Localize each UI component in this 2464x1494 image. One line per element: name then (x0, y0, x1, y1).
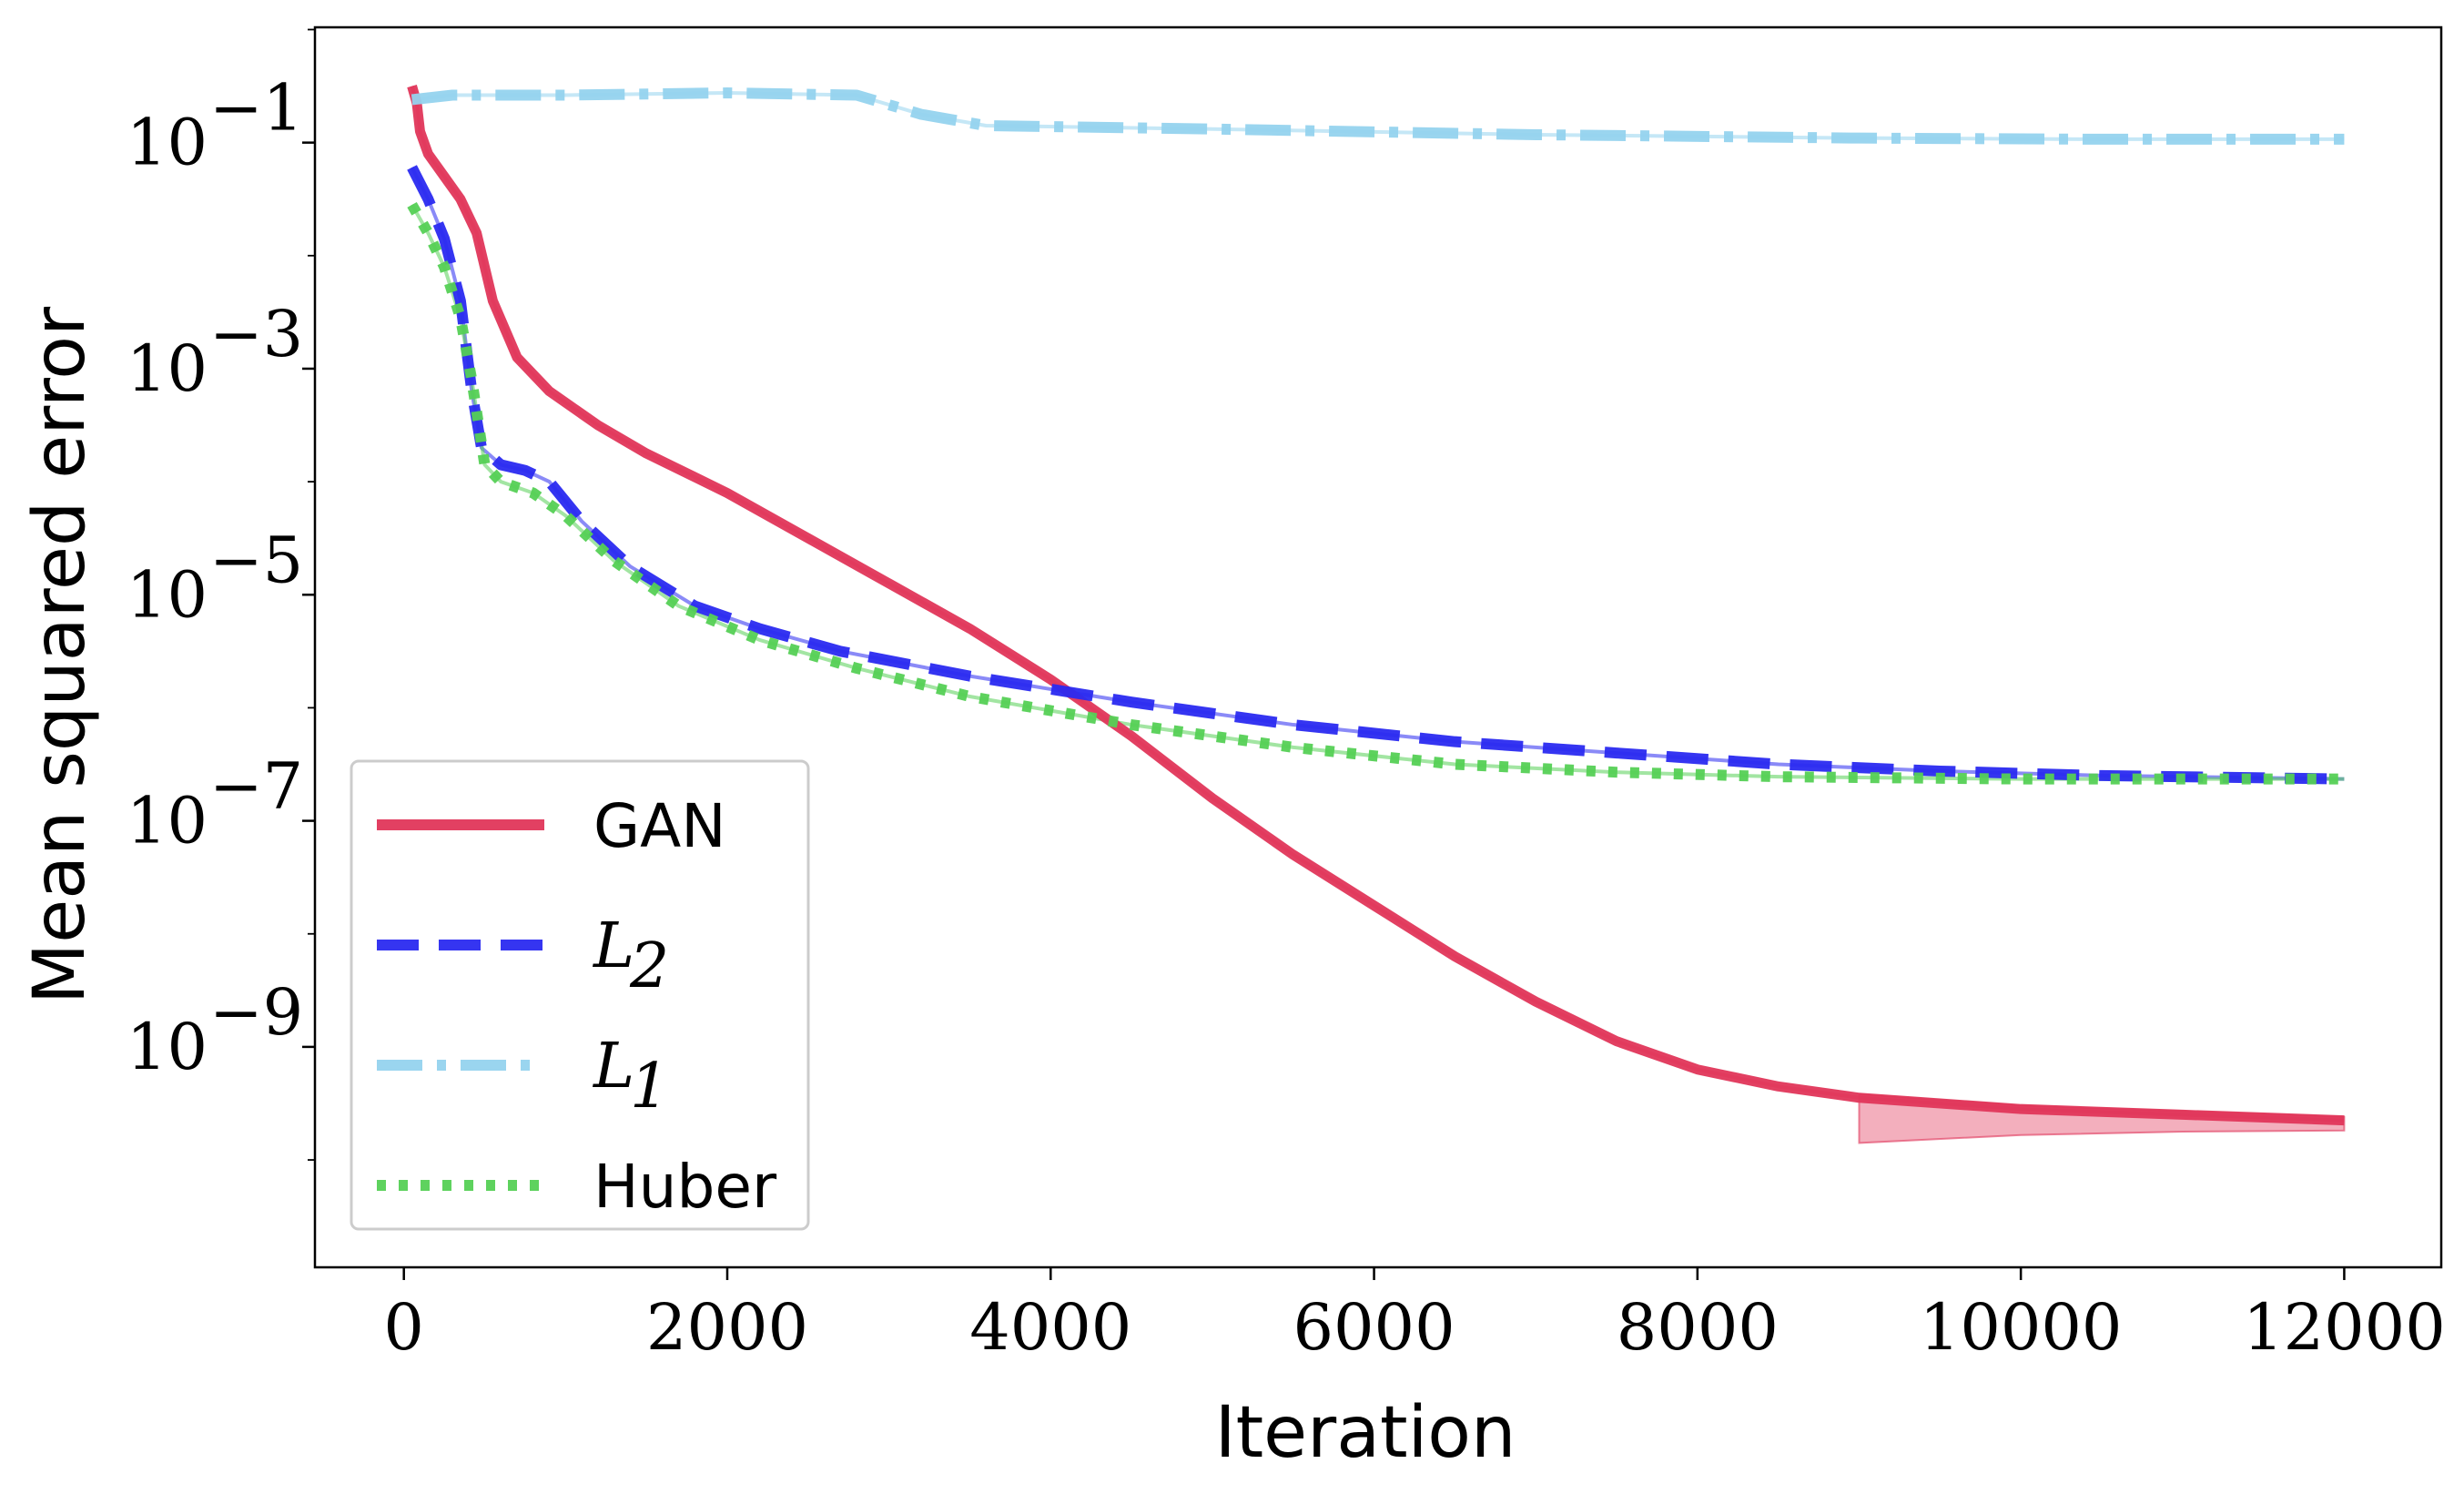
legend-label-l1: L (592, 1031, 634, 1103)
y-tick-label-1: 10 (127, 106, 208, 180)
legend-subscript-l2: 2 (629, 930, 669, 1002)
y-tick-label-7: 10 (127, 784, 208, 859)
y-tick-exponent-5: −5 (209, 523, 303, 597)
series-line-gan (407, 85, 2345, 1126)
plot-area (407, 85, 2346, 1144)
y-tick-exponent-7: −7 (209, 749, 303, 824)
x-tick-label-10000: 10000 (1920, 1290, 2123, 1365)
y-tick-exponent-3: −3 (209, 297, 303, 371)
legend-subscript-l1: 1 (630, 1051, 669, 1123)
x-tick-label-6000: 6000 (1293, 1290, 1455, 1365)
y-tick-label-5: 10 (127, 557, 208, 632)
legend-label-l2: L (592, 910, 634, 982)
y-tick-label-3: 10 (127, 331, 208, 406)
legend-label-huber: Huber (593, 1152, 777, 1222)
axes-frame (313, 25, 2443, 1269)
x-tick-label-2000: 2000 (646, 1290, 808, 1365)
y-tick-label-9: 10 (127, 1010, 208, 1084)
x-axis-label: Iteration (1215, 1392, 1516, 1474)
x-tick-label-8000: 8000 (1617, 1290, 1779, 1365)
plot-series-group (407, 85, 2346, 1144)
series-line-l1 (411, 87, 2345, 145)
y-axis-label: Mean squared error (19, 306, 101, 1004)
x-tick-label-4000: 4000 (969, 1290, 1131, 1365)
series-thin-huber (410, 203, 2345, 781)
legend-label-gan: GAN (593, 791, 726, 861)
y-tick-exponent-1: −1 (209, 71, 303, 146)
x-tick-label-0: 0 (383, 1290, 424, 1365)
legend-box (350, 759, 810, 1231)
series-line-l2 (407, 165, 2345, 785)
x-tick-label-12000: 12000 (2243, 1290, 2446, 1365)
y-tick-exponent-9: −9 (209, 975, 303, 1050)
